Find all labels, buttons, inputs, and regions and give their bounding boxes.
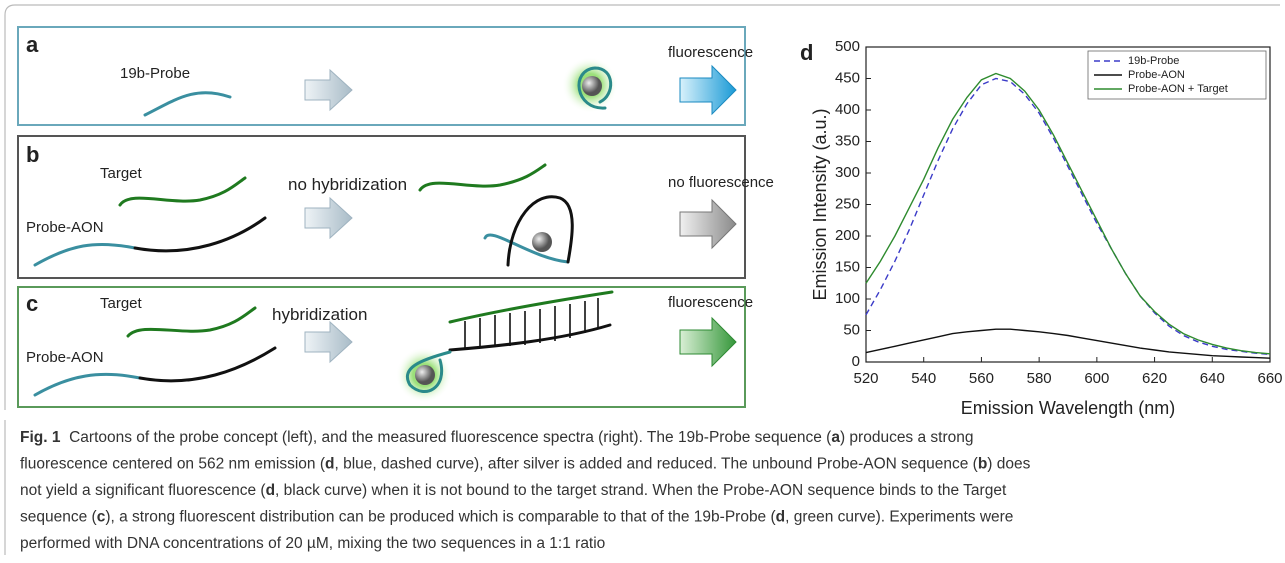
caption-text: Cartoons of the probe concept (left), an… [60,429,832,446]
step-arrow [304,320,353,364]
x-axis-label: Emission Wavelength (nm) [961,398,1175,418]
caption-text: , green curve). Experiments were [785,509,1013,526]
strand-label: 19b-Probe [120,65,190,82]
caption-text: sequence ( [20,509,98,526]
y-tick-label: 350 [835,132,860,149]
y-tick-label: 0 [852,353,860,370]
caption: Fig. 1 Cartoons of the probe concept (le… [20,429,1031,552]
outcome-arrow [679,198,737,250]
outcome-label: fluorescence [668,294,753,311]
target-strand [126,306,257,338]
probe-part [33,242,137,267]
caption-line: not yield a significant fluorescence (d,… [20,482,1007,499]
caption-text: Fig. 1 [20,429,61,446]
caption-text: a [831,429,840,446]
x-tick-label: 540 [911,370,936,387]
strand-label: Target [100,295,143,312]
y-tick-label: 50 [843,321,860,338]
x-tick-label: 560 [969,370,994,387]
aon-part [448,323,612,352]
caption-text: d [776,509,785,526]
step-arrow [304,68,353,112]
caption-text: fluorescence centered on 562 nm emission… [20,456,326,473]
caption-text: , black curve) when it is not bound to t… [275,482,1007,499]
caption-text: c [97,509,106,526]
caption-text: performed with DNA concentrations of 20 … [20,535,605,552]
series-line [865,72,1271,355]
outcome-label: no fluorescence [668,174,774,191]
silver-cluster [582,76,602,96]
strand-label: Target [100,165,143,182]
series-line [865,77,1271,356]
figure-frame [4,4,1280,410]
caption-text: not yield a significant fluorescence ( [20,482,266,499]
target-strand [418,163,547,192]
outcome-arrow [679,64,737,116]
target-strand [448,290,614,324]
y-tick-label: 250 [835,195,860,212]
x-tick-label: 660 [1257,370,1282,387]
silver-cluster [415,365,435,385]
aon-loop [506,195,574,267]
legend-label: 19b-Probe [1128,55,1179,67]
caption-text: ), a strong fluorescent distribution can… [105,509,776,526]
x-tick-label: 620 [1142,370,1167,387]
x-tick-label: 520 [853,370,878,387]
y-tick-label: 500 [835,38,860,55]
caption-line: performed with DNA concentrations of 20 … [20,535,605,552]
x-tick-label: 640 [1200,370,1225,387]
panel-label: b [26,142,39,167]
panel-label: d [800,40,813,65]
aon-part [138,346,277,383]
panel-b-box [17,135,746,279]
strand-label: Probe-AON [26,219,104,236]
caption-text: d [266,482,275,499]
caption-text: b [978,456,987,473]
step-note: no hybridization [288,175,407,194]
panel-a-box [17,26,746,126]
caption-line: fluorescence centered on 562 nm emission… [20,456,1031,473]
y-tick-label: 200 [835,227,860,244]
probe-loop [406,350,452,393]
probe-strand [143,91,232,117]
caption-line: Fig. 1 Cartoons of the probe concept (le… [20,429,974,446]
y-tick-label: 450 [835,69,860,86]
series-line [865,328,1271,359]
caption-text: , blue, dashed curve), after silver is a… [334,456,978,473]
outcome-arrow [679,316,737,368]
panel-c-box [17,286,746,408]
target-strand [118,176,247,207]
probe-part [33,372,142,397]
y-tick-label: 100 [835,290,860,307]
panel-label: c [26,291,38,316]
caption-text: ) produces a strong [840,429,974,446]
y-tick-label: 150 [835,258,860,275]
y-axis-label: Emission Intensity (a.u.) [810,108,830,300]
panel-label: a [26,32,39,57]
y-tick-label: 300 [835,164,860,181]
x-tick-label: 580 [1027,370,1052,387]
legend-label: Probe-AON + Target [1128,83,1228,95]
aon-part [133,216,267,253]
caption-text: ) does [987,456,1030,473]
silver-cluster [532,232,552,252]
legend-label: Probe-AON [1128,69,1185,81]
step-note: hybridization [272,305,367,324]
x-tick-label: 600 [1084,370,1109,387]
base-pairs [464,298,599,349]
y-tick-label: 400 [835,101,860,118]
legend-box [1087,50,1267,100]
chart: 0 50 100 150 200 250 300 350 400 450 500 520 540 560 5… [810,38,1283,418]
outcome-label: fluorescence [668,44,753,61]
probe-loop [577,66,613,110]
probe-part [483,233,570,264]
caption-line: sequence (c), a strong fluorescent distr… [20,509,1013,526]
strand-label: Probe-AON [26,349,104,366]
caption-text: d [325,456,334,473]
step-arrow [304,196,353,240]
